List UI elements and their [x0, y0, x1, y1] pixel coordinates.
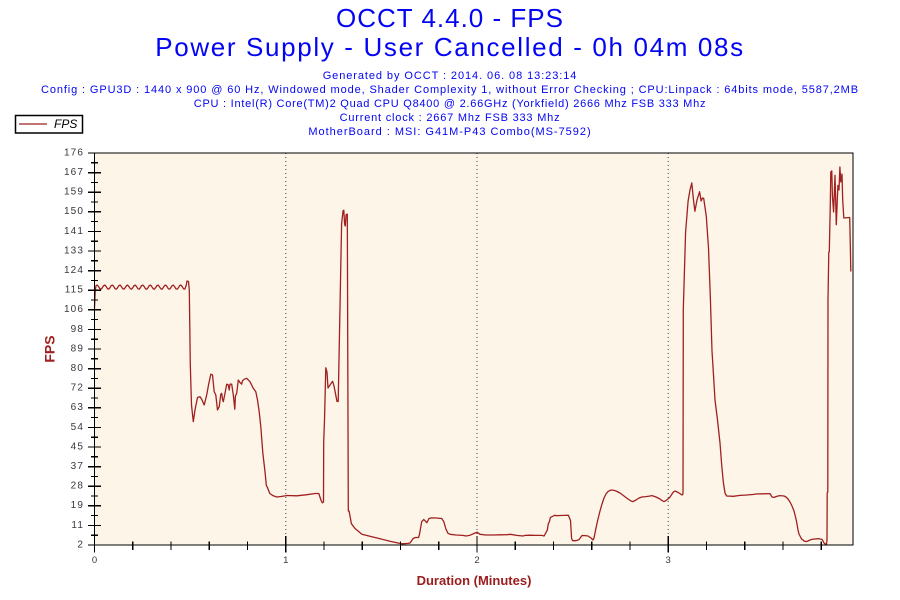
svg-text:FPS: FPS — [42, 335, 58, 362]
svg-text:11: 11 — [71, 520, 84, 531]
svg-text:3: 3 — [666, 555, 671, 566]
svg-text:141: 141 — [64, 226, 84, 237]
svg-text:45: 45 — [71, 441, 84, 452]
svg-text:54: 54 — [71, 422, 84, 433]
svg-text:133: 133 — [64, 245, 84, 256]
svg-text:72: 72 — [71, 383, 84, 394]
svg-text:Duration (Minutes): Duration (Minutes) — [417, 573, 532, 588]
svg-text:176: 176 — [64, 147, 84, 158]
svg-text:124: 124 — [64, 265, 84, 276]
svg-text:106: 106 — [64, 304, 84, 315]
svg-text:28: 28 — [71, 481, 84, 492]
svg-text:167: 167 — [64, 167, 84, 178]
svg-text:63: 63 — [71, 402, 84, 413]
svg-text:1: 1 — [283, 555, 288, 566]
svg-text:2: 2 — [474, 555, 479, 566]
svg-text:89: 89 — [71, 343, 84, 354]
svg-text:0: 0 — [92, 555, 97, 566]
svg-text:2: 2 — [77, 539, 84, 550]
svg-text:80: 80 — [71, 363, 84, 374]
svg-text:FPS: FPS — [54, 117, 77, 131]
svg-text:37: 37 — [71, 461, 84, 472]
svg-text:19: 19 — [71, 500, 84, 511]
svg-text:98: 98 — [71, 324, 84, 335]
svg-text:115: 115 — [65, 285, 84, 296]
svg-text:159: 159 — [64, 187, 84, 198]
svg-text:150: 150 — [64, 206, 84, 217]
